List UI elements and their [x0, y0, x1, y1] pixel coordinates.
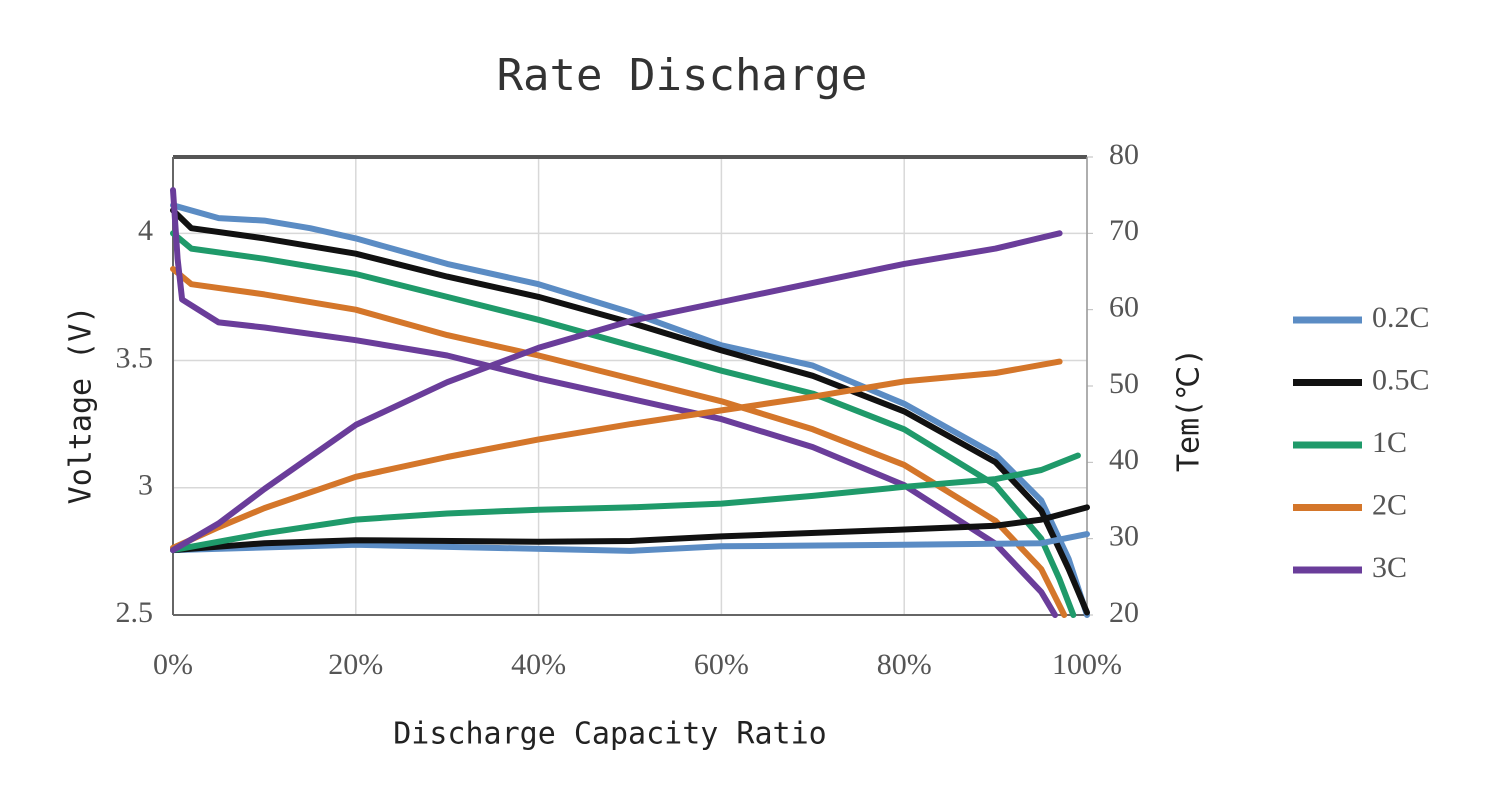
legend-label: 0.2C	[1372, 301, 1430, 334]
chart-title: Rate Discharge	[497, 50, 868, 101]
series-line	[170, 266, 1068, 618]
legend-label: 3C	[1372, 551, 1407, 584]
x-axis-label: Discharge Capacity Ratio	[393, 717, 826, 752]
y2-tick-label: 70	[1109, 214, 1139, 247]
series-line	[170, 230, 1077, 618]
y2-tick-label: 40	[1109, 443, 1139, 476]
legend-label: 0.5C	[1372, 363, 1430, 396]
series-line	[170, 207, 1090, 616]
series-line	[170, 358, 1063, 551]
series-line	[170, 230, 1063, 554]
x-tick-label: 20%	[328, 648, 383, 681]
series-line	[170, 202, 1090, 618]
y2-tick-label: 60	[1109, 291, 1139, 324]
y2-tick-label: 50	[1109, 367, 1139, 400]
y-tick-label: 3.5	[116, 341, 154, 374]
y2-tick-label: 80	[1109, 138, 1139, 171]
y-axis-label: Voltage (V)	[64, 306, 99, 505]
y2-axis-label: Tem(℃)	[1172, 348, 1207, 472]
legend-label: 1C	[1372, 426, 1407, 459]
y2-tick-label: 20	[1109, 596, 1139, 629]
x-tick-label: 80%	[877, 648, 932, 681]
series-line	[170, 452, 1081, 554]
x-tick-label: 0%	[153, 648, 193, 681]
y2-tick-label: 30	[1109, 520, 1139, 553]
y-tick-label: 3	[138, 469, 153, 502]
series-line	[170, 531, 1090, 554]
legend-label: 2C	[1372, 488, 1407, 521]
y-tick-label: 2.5	[116, 596, 154, 629]
x-tick-label: 60%	[694, 648, 749, 681]
x-tick-label: 100%	[1052, 648, 1122, 681]
series-line	[170, 504, 1090, 554]
x-tick-label: 40%	[511, 648, 566, 681]
y-tick-label: 4	[138, 214, 153, 247]
